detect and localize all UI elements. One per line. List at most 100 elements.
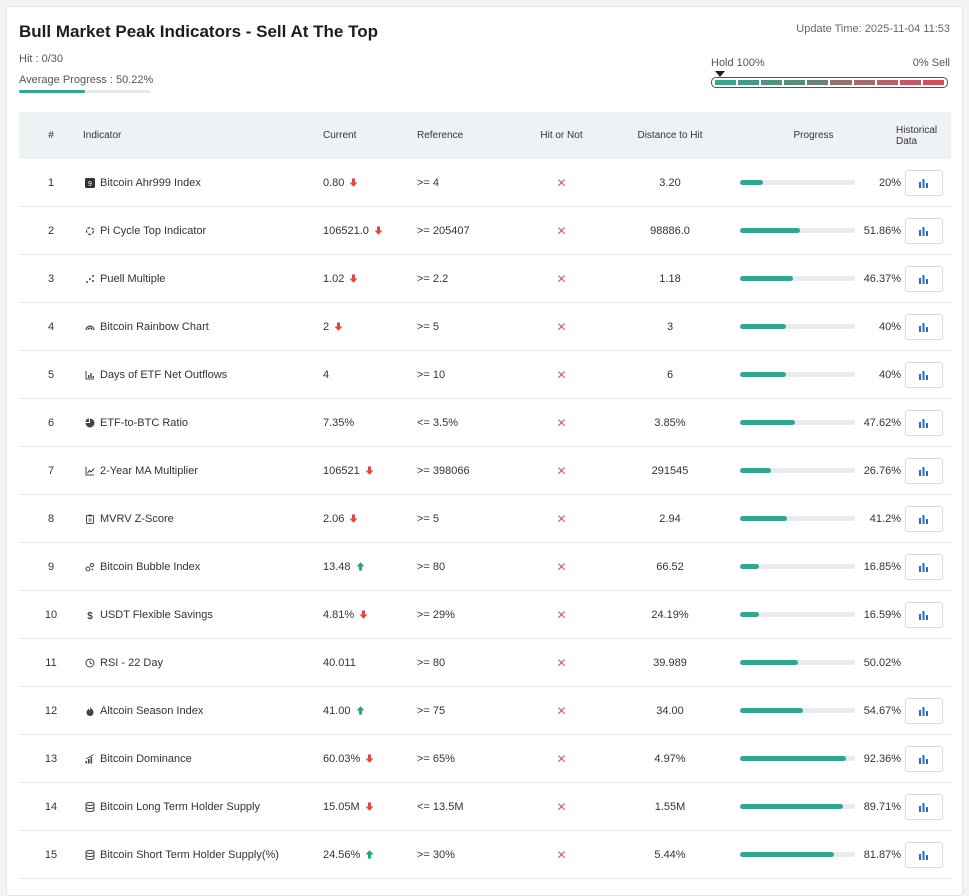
bar-chart-icon xyxy=(918,418,929,428)
progress-value: 16.59% xyxy=(863,608,901,621)
historical-data-button[interactable] xyxy=(904,505,943,532)
bar-chart-icon xyxy=(918,178,929,188)
table-row: 8 MVRV Z-Score 2.06 >= 5 ✕ 2.94 41.2% xyxy=(19,495,951,543)
historical-cell xyxy=(896,505,951,532)
indicator-name: Bitcoin Short Term Holder Supply(%) xyxy=(100,848,279,861)
historical-cell xyxy=(896,265,951,292)
progress-value: 16.85% xyxy=(863,560,901,573)
reference-value: <= 13.5M xyxy=(417,800,464,813)
hit-cell: ✕ xyxy=(514,752,609,766)
miss-x-icon: ✕ xyxy=(556,175,567,190)
miss-x-icon: ✕ xyxy=(556,415,567,430)
distance-value: 2.94 xyxy=(659,512,681,525)
row-number: 9 xyxy=(47,560,55,573)
current-cell: 0.80 xyxy=(323,177,417,189)
progress-value: 47.62% xyxy=(863,416,901,429)
historical-data-button[interactable] xyxy=(904,745,943,772)
reference-value: >= 5 xyxy=(417,512,440,525)
bar-chart-icon xyxy=(918,274,929,284)
current-cell: 15.05M xyxy=(323,801,417,813)
current-value: 40.011 xyxy=(323,656,356,669)
progress-value: 89.71% xyxy=(863,800,901,813)
progress-fill xyxy=(740,228,800,233)
historical-data-button[interactable] xyxy=(904,313,943,340)
bar-chart-icon xyxy=(918,754,929,764)
table-row: 5 Days of ETF Net Outflows 4 >= 10 ✕ 6 40% xyxy=(19,351,951,399)
reference-value: >= 29% xyxy=(417,608,455,621)
progress-fill xyxy=(740,612,760,617)
reference-value: >= 80 xyxy=(417,656,446,669)
average-progress-bar xyxy=(19,90,150,93)
historical-data-button[interactable] xyxy=(904,361,943,388)
hit-cell: ✕ xyxy=(514,704,609,718)
arrow-down-icon xyxy=(374,226,383,235)
indicator-name: Bitcoin Bubble Index xyxy=(100,560,201,573)
historical-cell xyxy=(896,313,951,340)
progress-fill xyxy=(740,516,788,521)
col-hit: Hit or Not xyxy=(540,130,583,141)
distance-value: 3.85% xyxy=(654,416,686,429)
miss-x-icon: ✕ xyxy=(556,511,567,526)
progress-bar xyxy=(740,708,855,713)
arrow-down-icon xyxy=(349,274,358,283)
arrow-down-icon xyxy=(349,178,358,187)
current-cell: 4.81% xyxy=(323,609,417,621)
reference-value: >= 10 xyxy=(417,368,446,381)
miss-x-icon: ✕ xyxy=(556,559,567,574)
current-cell: 41.00 xyxy=(323,705,417,717)
scatter-icon xyxy=(85,274,95,284)
historical-cell xyxy=(896,361,951,388)
progress-value: 92.36% xyxy=(863,752,901,765)
page-title: Bull Market Peak Indicators - Sell At Th… xyxy=(19,22,378,41)
historical-data-button[interactable] xyxy=(904,553,943,580)
hit-cell: ✕ xyxy=(514,848,609,862)
progress-cell: 16.85% xyxy=(731,561,901,573)
historical-data-button[interactable] xyxy=(904,841,943,868)
indicator-name: Pi Cycle Top Indicator xyxy=(100,224,207,237)
bar-chart-icon xyxy=(918,514,929,524)
progress-cell: 40% xyxy=(731,369,901,381)
table-row: 1 9 Bitcoin Ahr999 Index 0.80 >= 4 ✕ 3.20 20% xyxy=(19,159,951,207)
table-row: 3 Puell Multiple 1.02 >= 2.2 ✕ 1.18 46.37% xyxy=(19,255,951,303)
reference-value: >= 2.2 xyxy=(417,272,449,285)
reference-value: >= 75 xyxy=(417,704,446,717)
indicator-name: Bitcoin Long Term Holder Supply xyxy=(100,800,260,813)
col-distance: Distance to Hit xyxy=(637,130,703,141)
progress-bar xyxy=(740,372,855,377)
historical-data-button[interactable] xyxy=(904,169,943,196)
miss-x-icon: ✕ xyxy=(556,847,567,862)
progress-bar xyxy=(740,276,855,281)
indicators-card: Bull Market Peak Indicators - Sell At Th… xyxy=(6,6,963,896)
distance-value: 6 xyxy=(666,368,674,381)
indicator-cell: Bitcoin Short Term Holder Supply(%) xyxy=(83,849,323,861)
indicator-name: RSI - 22 Day xyxy=(100,656,163,669)
indicator-cell: RSI - 22 Day xyxy=(83,657,323,669)
current-value: 106521.0 xyxy=(323,224,369,237)
hit-cell: ✕ xyxy=(514,464,609,478)
historical-cell xyxy=(896,553,951,580)
historical-data-button[interactable] xyxy=(904,793,943,820)
progress-cell: 81.87% xyxy=(731,849,901,861)
distance-value: 66.52 xyxy=(656,560,684,573)
indicator-cell: ETF-to-BTC Ratio xyxy=(83,417,323,429)
historical-data-button[interactable] xyxy=(904,409,943,436)
row-number: 10 xyxy=(44,608,58,621)
progress-fill xyxy=(740,660,798,665)
historical-data-button[interactable] xyxy=(904,457,943,484)
bar-chart-icon xyxy=(918,706,929,716)
progress-value: 51.86% xyxy=(863,224,901,237)
hit-cell: ✕ xyxy=(514,272,609,286)
bar-chart-icon xyxy=(918,562,929,572)
scale-segment xyxy=(807,80,829,85)
indicator-cell: Days of ETF Net Outflows xyxy=(83,369,323,381)
historical-data-button[interactable] xyxy=(904,601,943,628)
progress-bar xyxy=(740,516,855,521)
historical-data-button[interactable] xyxy=(904,265,943,292)
table-header: # Indicator Current Reference Hit or Not… xyxy=(19,112,951,159)
table-row: 10 $ USDT Flexible Savings 4.81% >= 29% ✕ 24.1… xyxy=(19,591,951,639)
historical-data-button[interactable] xyxy=(904,217,943,244)
arrow-up-icon xyxy=(356,562,365,571)
reference-value: >= 398066 xyxy=(417,464,470,477)
update-time: Update Time: 2025-11-04 11:53 xyxy=(796,23,950,35)
historical-data-button[interactable] xyxy=(904,697,943,724)
